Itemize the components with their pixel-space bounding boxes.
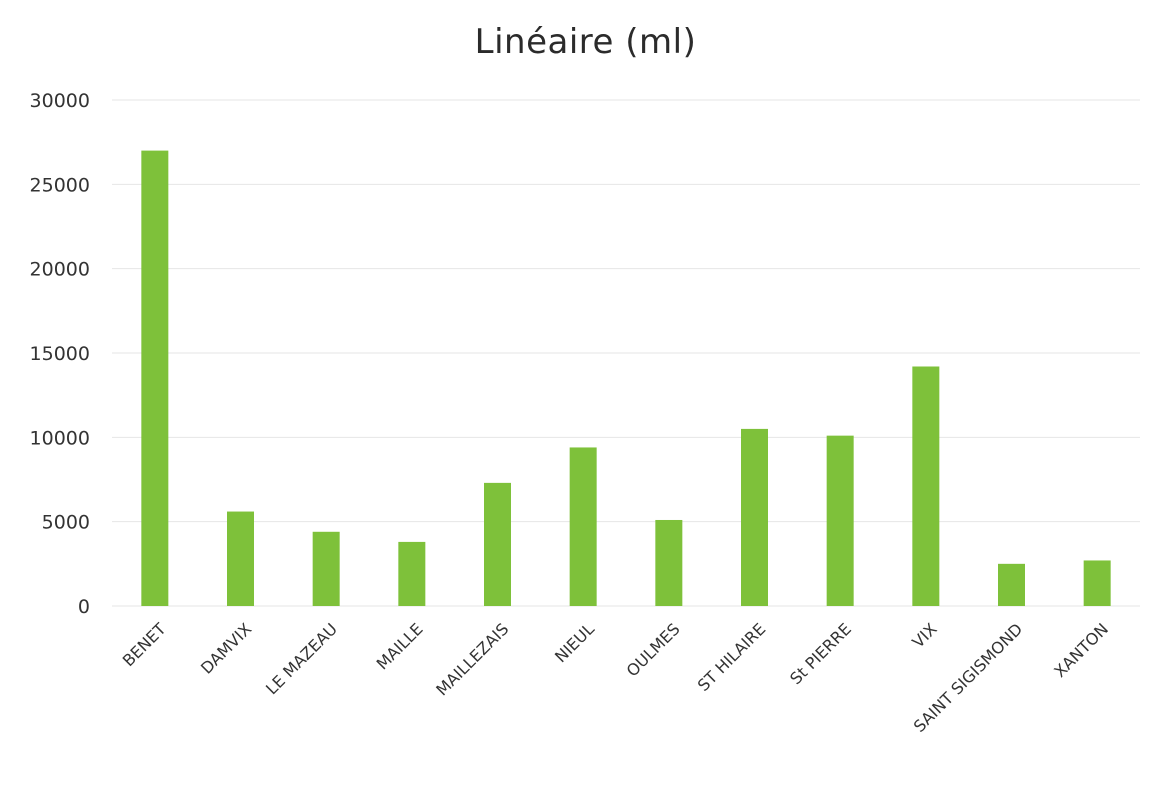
gridlines bbox=[112, 99, 1140, 607]
y-tick-label: 20000 bbox=[30, 259, 90, 281]
x-category-label: OULMES bbox=[623, 619, 684, 680]
x-category-label: DAMVIX bbox=[197, 619, 255, 677]
x-category-label: ST HILAIRE bbox=[694, 619, 770, 695]
x-category-label: XANTON bbox=[1050, 619, 1112, 681]
x-axis: BENET DAMVIX LE MAZEAU MAILLE MAILLEZAIS NIEU… bbox=[119, 619, 1112, 736]
x-category-label: LE MAZEAU bbox=[262, 619, 341, 698]
bar-maillezais bbox=[484, 482, 511, 606]
bar-saint-sigismond bbox=[998, 563, 1025, 606]
chart-title: Linéaire (ml) bbox=[474, 22, 697, 62]
bar-nieul bbox=[569, 447, 597, 606]
y-tick-label: 25000 bbox=[30, 174, 90, 196]
y-tick-label: 15000 bbox=[30, 343, 90, 365]
x-category-label: St PIERRE bbox=[786, 619, 855, 688]
x-category-label: MAILLE bbox=[373, 619, 427, 673]
bar-vix bbox=[912, 366, 940, 606]
x-category-label: MAILLEZAIS bbox=[432, 619, 512, 699]
y-axis: 0 5000 10000 15000 20000 25000 30000 bbox=[30, 90, 90, 618]
x-category-label: NIEUL bbox=[551, 619, 598, 666]
bar-damvix bbox=[227, 511, 254, 606]
bar-benet bbox=[141, 150, 169, 606]
bar-maille bbox=[398, 541, 426, 606]
y-tick-label: 0 bbox=[78, 596, 90, 618]
y-tick-label: 5000 bbox=[42, 512, 90, 534]
bar-st-pierre bbox=[826, 435, 854, 606]
bar-st-hilaire bbox=[741, 428, 768, 606]
x-category-label: BENET bbox=[119, 619, 170, 670]
bar-le-mazeau bbox=[312, 531, 340, 606]
y-tick-label: 10000 bbox=[30, 427, 90, 449]
bar-xanton bbox=[1083, 560, 1111, 606]
bar-oulmes bbox=[655, 519, 683, 606]
x-category-label: VIX bbox=[908, 619, 940, 651]
y-tick-label: 30000 bbox=[30, 90, 90, 112]
bars bbox=[141, 150, 1111, 606]
